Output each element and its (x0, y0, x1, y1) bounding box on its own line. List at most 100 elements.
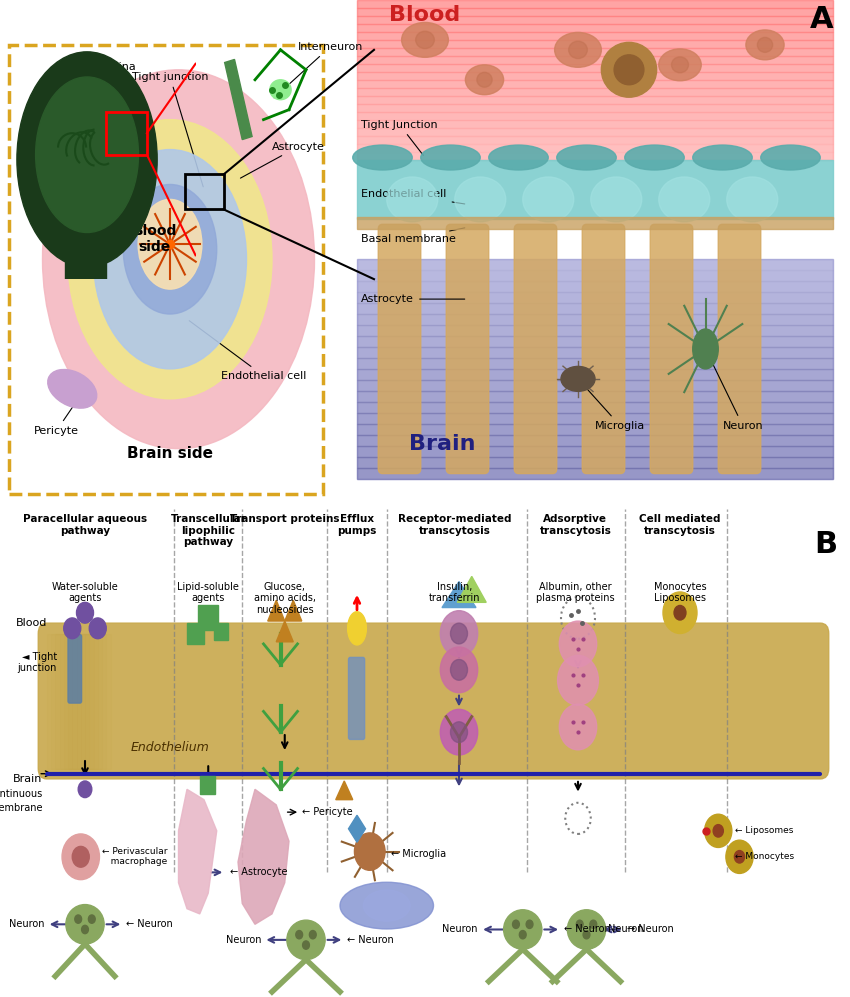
FancyBboxPatch shape (650, 224, 693, 474)
Bar (185, 174, 224, 209)
Bar (357, 325, 833, 336)
Bar (198, 605, 218, 630)
FancyBboxPatch shape (348, 657, 365, 740)
Circle shape (450, 623, 468, 644)
Text: Endothelium: Endothelium (131, 741, 209, 755)
Text: ← Liposomes: ← Liposomes (735, 827, 794, 835)
Ellipse shape (659, 49, 701, 81)
Ellipse shape (489, 146, 548, 170)
Circle shape (713, 825, 723, 837)
Ellipse shape (523, 177, 574, 222)
Circle shape (296, 930, 303, 939)
Circle shape (558, 655, 598, 705)
Ellipse shape (94, 150, 246, 369)
Text: Neuron: Neuron (608, 924, 643, 934)
Text: → Neuron: → Neuron (627, 924, 674, 934)
Text: Cell mediated
transcytosis: Cell mediated transcytosis (639, 514, 721, 535)
Ellipse shape (455, 177, 506, 222)
Circle shape (88, 915, 95, 923)
Bar (357, 80, 833, 88)
Bar (357, 413, 833, 424)
Ellipse shape (761, 146, 820, 170)
Bar (65, 260, 105, 279)
Circle shape (513, 920, 519, 928)
Bar (357, 391, 833, 402)
Bar (357, 48, 833, 56)
Bar (357, 336, 833, 347)
Bar (357, 303, 833, 314)
Circle shape (354, 832, 385, 870)
Bar (357, 40, 833, 48)
Circle shape (576, 920, 583, 928)
Text: Paracellular aqueous
pathway: Paracellular aqueous pathway (23, 514, 147, 535)
Circle shape (64, 618, 81, 639)
Ellipse shape (746, 30, 784, 60)
Circle shape (734, 850, 745, 863)
Circle shape (75, 915, 82, 923)
Ellipse shape (727, 177, 778, 222)
Circle shape (583, 930, 590, 939)
Bar (357, 56, 833, 64)
Bar (357, 424, 833, 435)
Text: ← Microglia: ← Microglia (391, 848, 446, 858)
Bar (357, 8, 833, 16)
FancyBboxPatch shape (68, 634, 82, 703)
Bar (357, 314, 833, 325)
Circle shape (726, 840, 753, 873)
Ellipse shape (340, 882, 434, 929)
Ellipse shape (68, 120, 272, 399)
Bar (105, 112, 147, 155)
Text: Albumin, other
plasma proteins: Albumin, other plasma proteins (536, 581, 615, 603)
Text: ← Neuron: ← Neuron (564, 924, 610, 934)
Polygon shape (268, 600, 285, 621)
Bar (224, 60, 252, 140)
Text: Brain side: Brain side (127, 446, 213, 462)
Ellipse shape (591, 177, 642, 222)
Text: B: B (814, 529, 837, 558)
Polygon shape (178, 790, 217, 914)
Bar (357, 32, 833, 40)
Bar (357, 152, 833, 160)
Circle shape (663, 592, 697, 633)
Text: Capillary: Capillary (42, 142, 109, 207)
Ellipse shape (757, 38, 773, 53)
Circle shape (62, 833, 99, 879)
Bar (357, 446, 833, 457)
Polygon shape (238, 790, 289, 924)
Bar (357, 24, 833, 32)
Text: Adsorptive
transcytosis: Adsorptive transcytosis (540, 514, 611, 535)
Ellipse shape (42, 70, 314, 449)
Ellipse shape (659, 177, 710, 222)
Ellipse shape (66, 904, 104, 944)
Bar (357, 380, 833, 391)
Ellipse shape (48, 370, 97, 408)
Text: Pericyte: Pericyte (34, 391, 83, 436)
Text: Blood
side: Blood side (133, 224, 177, 254)
Text: Transport proteins: Transport proteins (230, 514, 339, 524)
Bar (357, 128, 833, 136)
FancyBboxPatch shape (378, 224, 421, 474)
Ellipse shape (348, 612, 366, 645)
Bar (357, 292, 833, 303)
Ellipse shape (416, 31, 434, 49)
Text: Neuron: Neuron (442, 924, 478, 934)
Bar (357, 104, 833, 112)
Text: Tight junction: Tight junction (132, 72, 208, 186)
Text: ← Neuron: ← Neuron (347, 935, 394, 945)
Circle shape (440, 610, 478, 656)
Text: Transcellular
lipophilic
pathway: Transcellular lipophilic pathway (170, 514, 246, 547)
Bar (357, 259, 833, 270)
Bar (200, 776, 215, 795)
Circle shape (76, 602, 94, 623)
Text: ◄ Tight
junction: ◄ Tight junction (18, 652, 57, 673)
Bar (357, 0, 833, 8)
Bar (357, 64, 833, 72)
Bar (357, 96, 833, 104)
Bar (357, 435, 833, 446)
FancyBboxPatch shape (582, 224, 625, 474)
Text: Receptor-mediated
transcytosis: Receptor-mediated transcytosis (398, 514, 512, 535)
Bar (357, 281, 833, 292)
Circle shape (526, 920, 533, 928)
Text: Blood: Blood (389, 5, 461, 25)
Ellipse shape (36, 77, 139, 232)
